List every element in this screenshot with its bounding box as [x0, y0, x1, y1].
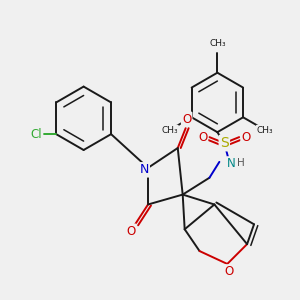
- Text: O: O: [182, 113, 191, 126]
- Text: O: O: [225, 266, 234, 278]
- Text: CH₃: CH₃: [257, 126, 274, 135]
- Text: S: S: [220, 136, 229, 150]
- Text: O: O: [242, 130, 251, 144]
- Text: CH₃: CH₃: [161, 126, 178, 135]
- Text: CH₃: CH₃: [209, 38, 226, 47]
- Text: Cl: Cl: [31, 128, 42, 141]
- Text: O: O: [198, 130, 207, 144]
- Text: O: O: [127, 225, 136, 238]
- Text: N: N: [227, 158, 236, 170]
- Text: H: H: [237, 158, 245, 168]
- Text: N: N: [140, 163, 149, 176]
